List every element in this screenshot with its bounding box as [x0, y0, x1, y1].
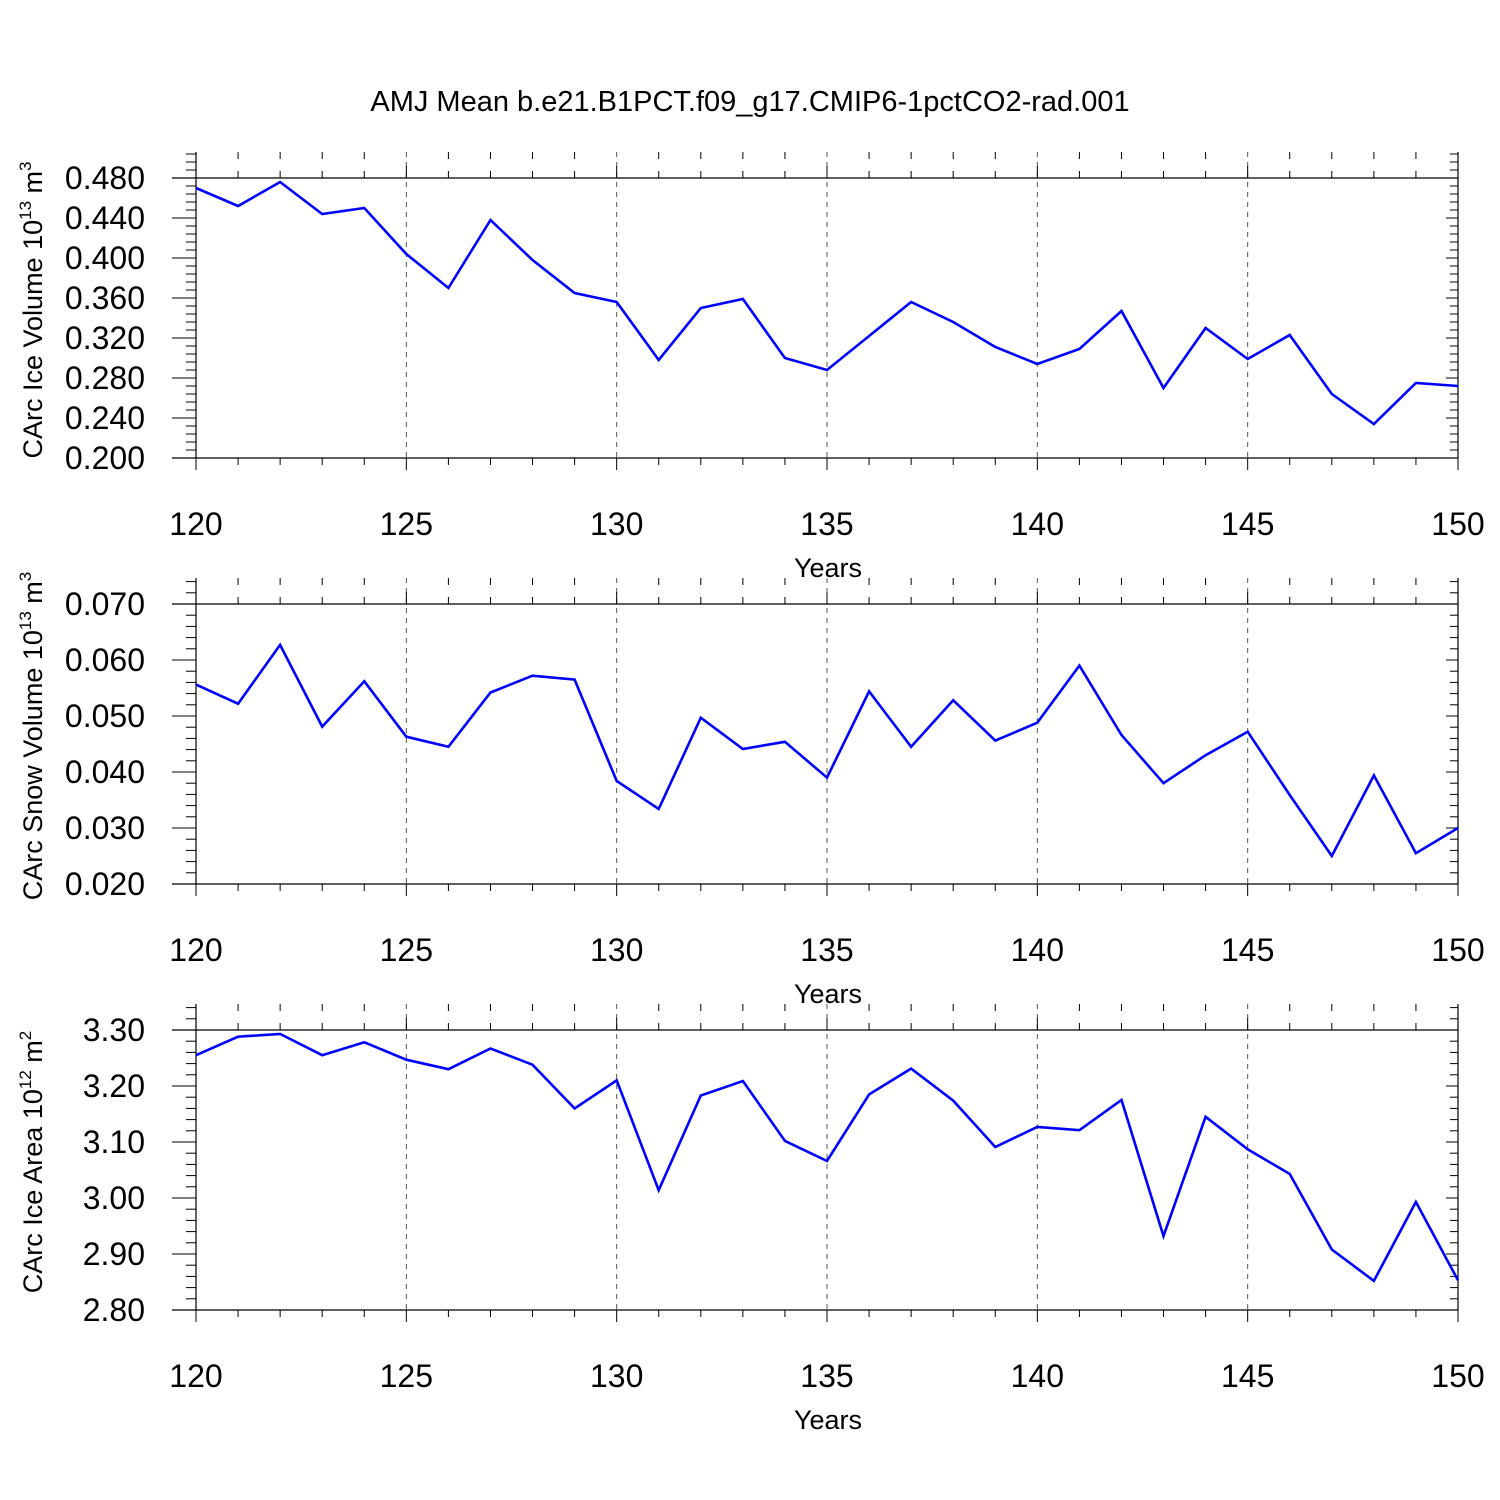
- y-axis-label-superscript: 13: [16, 611, 35, 630]
- y-tick-label: 3.30: [83, 1012, 145, 1048]
- y-tick-label: 0.280: [65, 360, 145, 396]
- x-tick-label: 150: [1431, 932, 1484, 968]
- y-tick-label: 0.400: [65, 240, 145, 276]
- chart-panel-2: 0.020 0.030 0.040 0.050 0.060 0.070 120 125 130 1…: [16, 572, 1485, 1009]
- x-tick-label: 120: [169, 932, 222, 968]
- y-axis-label: CArc Ice Area 1012 m2: [16, 1031, 48, 1294]
- data-series-line: [195, 180, 1459, 426]
- x-tick-label: 135: [800, 932, 853, 968]
- y-tick-label: 0.440: [65, 200, 145, 236]
- x-tick-label: 135: [800, 506, 853, 542]
- y-tick-label: 2.80: [83, 1292, 145, 1328]
- x-tick-label: 145: [1221, 1358, 1274, 1394]
- y-tick-label: 0.040: [65, 754, 145, 790]
- x-tick-label: 125: [380, 506, 433, 542]
- chart-title: AMJ Mean b.e21.B1PCT.f09_g17.CMIP6-1pctC…: [370, 86, 1130, 118]
- y-axis-label-text: m: [18, 1040, 48, 1070]
- x-axis-label: Years: [794, 1405, 862, 1435]
- y-tick-label: 3.20: [83, 1068, 145, 1104]
- y-axis-label-superscript: 3: [16, 161, 35, 170]
- x-tick-label: 120: [169, 506, 222, 542]
- x-tick-label: 135: [800, 1358, 853, 1394]
- y-tick-label: 2.90: [83, 1236, 145, 1272]
- x-tick-label: 150: [1431, 506, 1484, 542]
- x-tick-label: 145: [1221, 932, 1274, 968]
- chart-panel-1: 0.200 0.240 0.280 0.320 0.360 0.400 0.440 0.480…: [16, 152, 1485, 583]
- x-tick-label: 130: [590, 506, 643, 542]
- x-tick-label: 140: [1011, 1358, 1064, 1394]
- y-tick-label: 0.480: [65, 160, 145, 196]
- y-axis-label-superscript: 13: [16, 201, 35, 220]
- x-tick-label: 150: [1431, 1358, 1484, 1394]
- data-series-line: [195, 1032, 1460, 1283]
- y-tick-label: 0.320: [65, 320, 145, 356]
- y-axis-label-superscript: 2: [16, 1031, 35, 1040]
- x-tick-label: 140: [1011, 506, 1064, 542]
- x-axis-label: Years: [794, 553, 862, 583]
- x-tick-label: 125: [380, 1358, 433, 1394]
- y-tick-label: 0.020: [65, 866, 145, 902]
- x-axis-label: Years: [794, 979, 862, 1009]
- y-tick-label: 0.360: [65, 280, 145, 316]
- x-tick-label: 130: [590, 932, 643, 968]
- x-tick-label: 120: [169, 1358, 222, 1394]
- y-axis-label-text: m: [18, 171, 48, 201]
- x-tick-label: 140: [1011, 932, 1064, 968]
- y-axis-label-superscript: 12: [16, 1070, 35, 1089]
- y-tick-label: 0.070: [65, 586, 145, 622]
- data-series-line: [195, 642, 1459, 859]
- y-axis-label-superscript: 3: [16, 572, 35, 581]
- y-axis-label-text: CArc Snow Volume 10: [18, 630, 48, 900]
- y-tick-label: 0.050: [65, 698, 145, 734]
- x-tick-label: 125: [380, 932, 433, 968]
- y-axis-label: CArc Ice Volume 1013 m3: [16, 161, 48, 458]
- x-tick-label: 145: [1221, 506, 1274, 542]
- y-axis-label-text: CArc Ice Volume 10: [18, 220, 48, 459]
- y-tick-label: 0.200: [65, 440, 145, 476]
- x-tick-label: 130: [590, 1358, 643, 1394]
- y-tick-label: 3.00: [83, 1180, 145, 1216]
- y-axis-label-text: CArc Ice Area 10: [18, 1089, 48, 1293]
- y-axis-label-text: m: [18, 581, 48, 611]
- y-tick-label: 0.030: [65, 810, 145, 846]
- y-axis-label: CArc Snow Volume 1013 m3: [16, 572, 48, 901]
- y-tick-label: 0.240: [65, 400, 145, 436]
- y-tick-label: 0.060: [65, 642, 145, 678]
- y-tick-label: 3.10: [83, 1124, 145, 1160]
- chart-panel-3: 2.80 2.90 3.00 3.10 3.20 3.30 120 125 130 135 140 1…: [16, 1004, 1485, 1435]
